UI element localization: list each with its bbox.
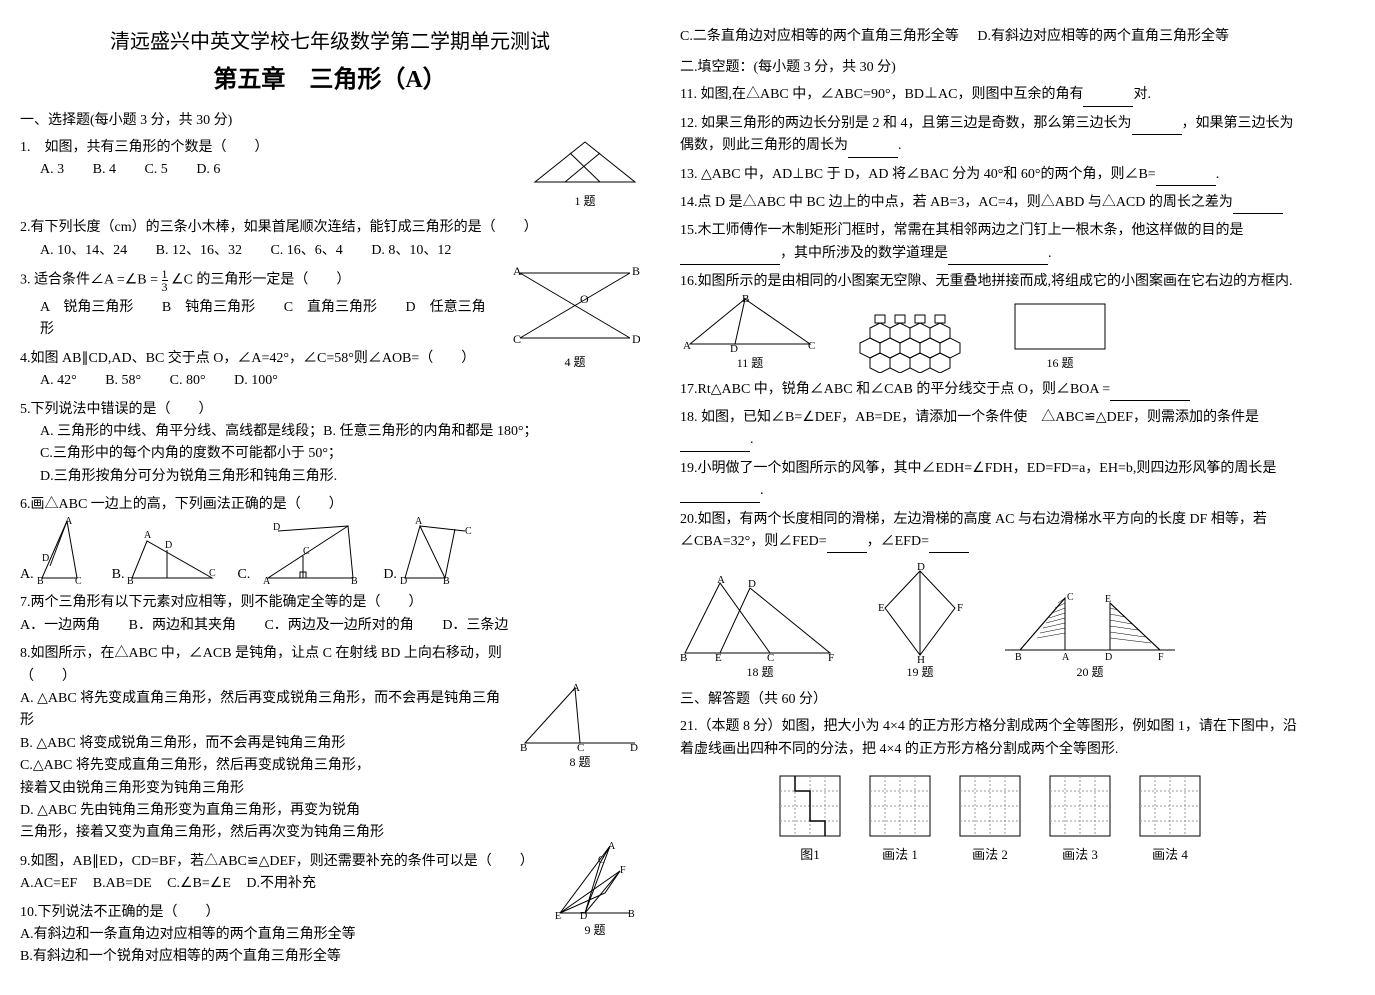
- section1-header: 一、选择题(每小题 3 分，共 30 分): [20, 109, 640, 129]
- svg-text:C: C: [1067, 592, 1074, 603]
- svg-text:E: E: [1105, 594, 1111, 605]
- svg-text:B: B: [520, 742, 527, 753]
- right-column: C.二条直角边对应相等的两个直角三角形全等 D.有斜边对应相等的两个直角三角形全…: [680, 20, 1300, 975]
- svg-text:E: E: [878, 602, 885, 614]
- question-12: 12. 如果三角形的两边长分别是 2 和 4，且第三边是奇数，那么第三边长为，如…: [680, 113, 1300, 158]
- svg-text:B: B: [1015, 652, 1022, 663]
- q6-fig-a: A B C D: [37, 516, 92, 586]
- svg-text:A: A: [717, 574, 725, 586]
- question-11: 11. 如图,在△ABC 中，∠ABC=90°，BD⊥AC，则图中互余的角有对.: [680, 84, 1300, 106]
- section2-header: 二.填空题：(每小题 3 分，共 30 分): [680, 56, 1300, 76]
- svg-text:A: A: [263, 576, 271, 586]
- grid-3: 画法 3: [1045, 771, 1115, 866]
- q19-figure: D E F H: [870, 563, 970, 663]
- svg-text:A: A: [1062, 652, 1070, 663]
- q18-figure: A D B E C F: [680, 573, 840, 663]
- svg-text:D: D: [400, 576, 407, 586]
- svg-text:A: A: [144, 530, 152, 541]
- question-16: 16.如图所示的是由相同的小图案无空隙、无重叠地拼接而成,将组成它的小图案画在它…: [680, 271, 1300, 373]
- q6-fig-d: A B C D: [400, 516, 475, 586]
- svg-text:C: C: [75, 576, 82, 586]
- q6-fig-b: A B C D: [127, 526, 217, 586]
- q1-figure: [530, 137, 640, 192]
- question-2: 2.有下列长度（cm）的三条小木棒，如果首尾顺次连结，能钉成三角形的是（ ） A…: [20, 217, 640, 262]
- svg-text:B: B: [351, 576, 358, 586]
- svg-text:C: C: [209, 568, 216, 579]
- svg-text:E: E: [715, 652, 722, 663]
- svg-text:C: C: [465, 526, 472, 537]
- question-1: 1 题 1. 如图，共有三角形的个数是（ ） A. 3 B. 4 C. 5 D.…: [20, 137, 640, 211]
- q6-fig-c: A B C D: [253, 516, 363, 586]
- svg-text:D: D: [1105, 652, 1112, 663]
- question-18: 18. 如图，已知∠B=∠DEF，AB=DE，请添加一个条件使 △ABC≌△DE…: [680, 407, 1300, 452]
- q16-box-figure: [1010, 299, 1110, 354]
- question-9: AB CD EF 9 题 9.如图，AB∥ED，CD=BF，若△ABC≌△DEF…: [20, 851, 640, 896]
- question-14: 14.点 D 是△ABC 中 BC 边上的中点，若 AB=3，AC=4，则△AB…: [680, 192, 1300, 214]
- q16-hex-figure: [850, 313, 980, 373]
- question-5: 5.下列说法中错误的是（ ） A. 三角形的中线、角平分线、高线都是线段；B. …: [20, 399, 640, 489]
- question-8: A B C D 8 题 8.如图所示，在△ABC 中，∠ACB 是钝角，让点 C…: [20, 643, 640, 845]
- svg-text:B: B: [680, 652, 687, 663]
- svg-text:A: A: [415, 516, 423, 527]
- question-7: 7.两个三角形有以下元素对应相等，则不能确定全等的是（ ） A．一边两角 B．两…: [20, 592, 640, 637]
- svg-text:D: D: [730, 343, 738, 354]
- svg-text:B: B: [443, 576, 450, 586]
- svg-text:D: D: [748, 578, 756, 590]
- grid-2: 画法 2: [955, 771, 1025, 866]
- question-3: A B C D O 4 题 3. 适合条件∠A =∠B = 1 3 ∠C 的三角…: [20, 268, 640, 342]
- svg-text:D: D: [917, 563, 925, 573]
- svg-text:A: A: [572, 683, 580, 694]
- svg-text:C: C: [808, 340, 815, 352]
- q11-figure: B A C D: [680, 294, 820, 354]
- svg-text:D: D: [630, 742, 638, 753]
- svg-text:B: B: [37, 576, 44, 586]
- doc-title: 清远盛兴中英文学校七年级数学第二学期单元测试: [20, 25, 640, 54]
- svg-text:B: B: [632, 264, 640, 278]
- svg-text:C: C: [577, 742, 584, 753]
- svg-text:A: A: [608, 841, 616, 852]
- svg-text:A: A: [683, 340, 691, 352]
- question-21: 21.（本题 8 分）如图，把大小为 4×4 的正方形方格分割成两个全等图形，例…: [680, 716, 1300, 866]
- chapter-title: 第五章 三角形（A）: [20, 59, 640, 94]
- question-20: 20.如图，有两个长度相同的滑梯，左边滑梯的高度 AC 与右边滑梯水平方向的长度…: [680, 509, 1300, 554]
- svg-text:F: F: [620, 865, 626, 876]
- svg-text:D: D: [273, 522, 280, 533]
- svg-text:F: F: [957, 602, 963, 614]
- svg-text:D: D: [165, 540, 172, 551]
- fig-row-18-19-20: AD BE CF 18 题 D E F H 19 题: [680, 563, 1300, 680]
- svg-text:H: H: [917, 654, 925, 663]
- svg-text:F: F: [828, 652, 834, 663]
- question-19: 19.小明做了一个如图所示的风筝，其中∠EDH=∠FDH，ED=FD=a，EH=…: [680, 458, 1300, 503]
- q4-figure: A B C D O: [510, 263, 640, 353]
- q8-figure: A B C D: [520, 683, 640, 753]
- question-13: 13. △ABC 中，AD⊥BC 于 D，AD 将∠BAC 分为 40°和 60…: [680, 164, 1300, 186]
- svg-text:D: D: [42, 553, 49, 564]
- q20-figure: B A C D F E: [1000, 568, 1180, 663]
- question-6: 6.画△ABC 一边上的高，下列画法正确的是（ ） A. AB CD B. AB…: [20, 494, 640, 586]
- svg-text:C: C: [513, 332, 521, 346]
- svg-text:C: C: [767, 652, 774, 663]
- question-10-cont: C.二条直角边对应相等的两个直角三角形全等 D.有斜边对应相等的两个直角三角形全…: [680, 26, 1300, 48]
- question-10: 10.下列说法不正确的是（ ） A.有斜边和一条直角边对应相等的两个直角三角形全…: [20, 902, 640, 969]
- svg-text:D: D: [632, 332, 640, 346]
- svg-text:A: A: [65, 516, 73, 527]
- question-4: 4.如图 AB∥CD,AD、BC 交于点 O，∠A=42°，∠C=58°则∠AO…: [20, 348, 640, 393]
- left-column: 清远盛兴中英文学校七年级数学第二学期单元测试 第五章 三角形（A） 一、选择题(…: [20, 20, 640, 975]
- svg-text:C: C: [303, 546, 310, 557]
- grid-1: 画法 1: [865, 771, 935, 866]
- question-17: 17.Rt△ABC 中，锐角∠ABC 和∠CAB 的平分线交于点 O，则∠BOA…: [680, 379, 1300, 401]
- svg-text:B: B: [127, 576, 134, 586]
- svg-text:F: F: [1158, 652, 1164, 663]
- svg-text:B: B: [742, 294, 749, 305]
- svg-text:C: C: [598, 855, 605, 866]
- grid-4: 画法 4: [1135, 771, 1205, 866]
- question-15: 15.木工师傅作一木制矩形门框时，常需在其相邻两边之门钉上一根木条，他这样做的目…: [680, 220, 1300, 265]
- svg-text:O: O: [580, 292, 589, 306]
- section3-header: 三、解答题（共 60 分）: [680, 688, 1300, 708]
- grid-example: 图1: [775, 771, 845, 866]
- svg-text:A: A: [513, 264, 522, 278]
